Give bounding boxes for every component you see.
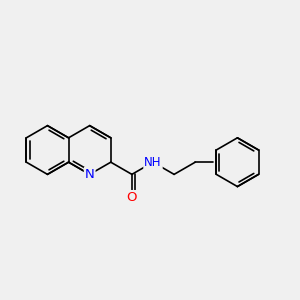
Text: N: N [85, 168, 94, 181]
Text: NH: NH [144, 156, 162, 169]
Text: O: O [127, 191, 137, 204]
